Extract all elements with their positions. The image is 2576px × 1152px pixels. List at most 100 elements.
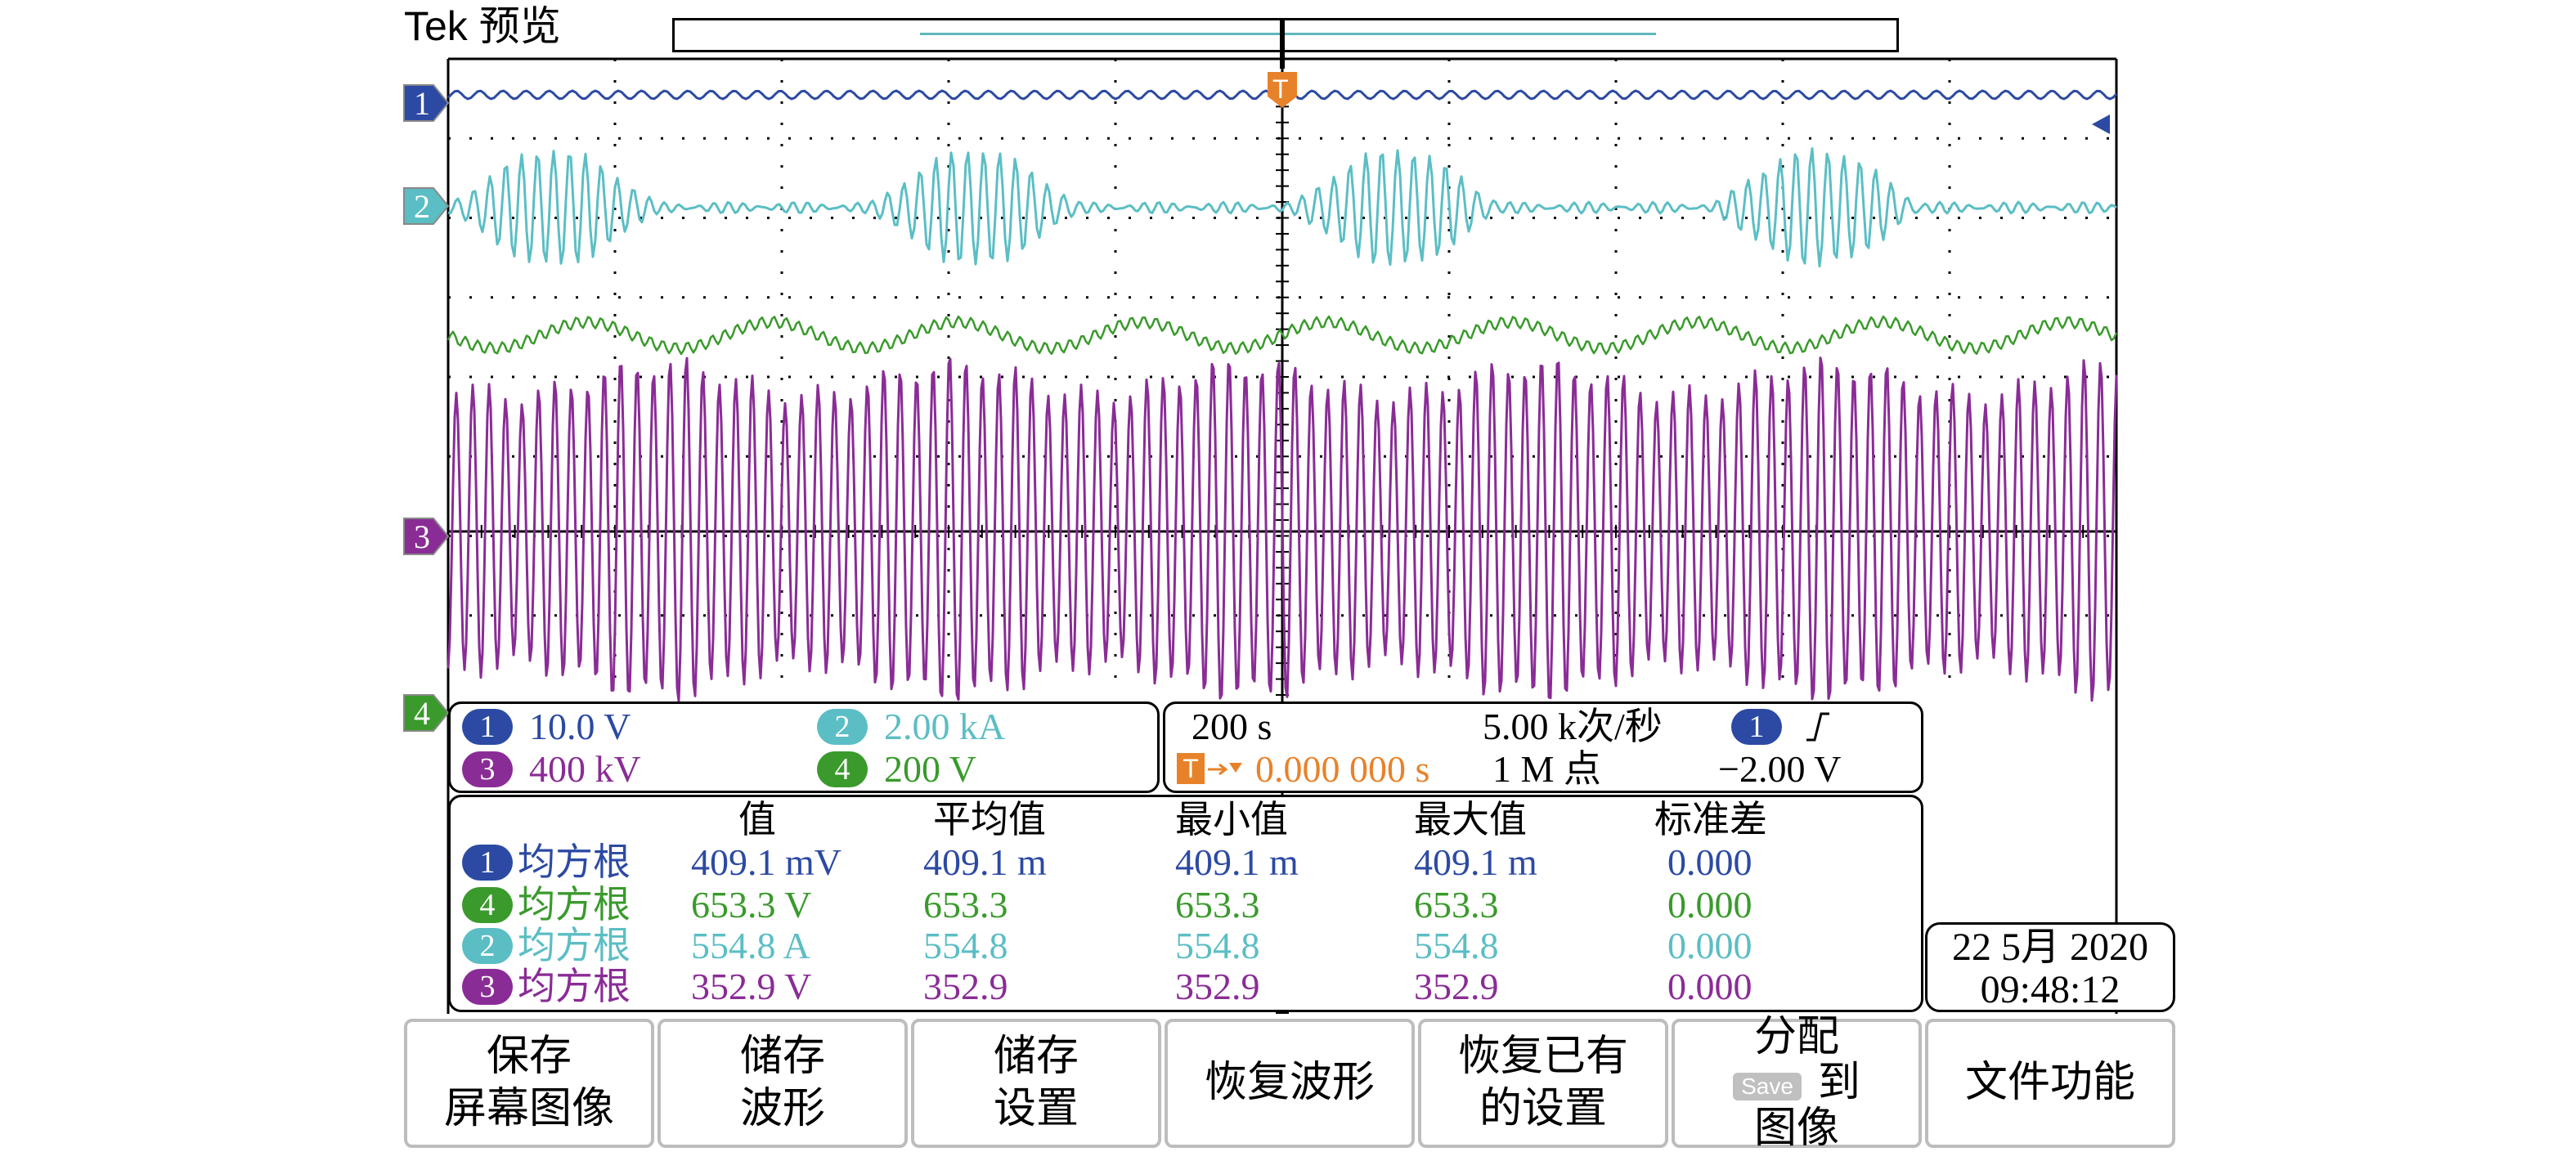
recall-waveform-button[interactable]: 恢复波形 — [1165, 1019, 1415, 1148]
rising-edge-icon — [1806, 712, 1829, 742]
meas-row-max: 409.1 m — [1414, 841, 1537, 883]
menu-label: 储存 — [993, 1033, 1079, 1080]
ch4-badge: 4 — [817, 751, 868, 787]
meas-header-max: 最大值 — [1414, 799, 1527, 840]
ch3-ground-marker-label: 3 — [414, 518, 430, 555]
meas-header-min: 最小值 — [1175, 799, 1288, 840]
meas-row-value: 352.9 V — [691, 966, 812, 1007]
timebase-trigger-panel: 200 s 5.00 k次/秒 1 T 0.000 000 s 1 M 点 −2… — [1163, 702, 1923, 793]
meas-row-type: 均方根 — [518, 966, 631, 1007]
timebase-scale[interactable]: 200 s — [1192, 706, 1272, 747]
meas-row-ch-badge: 4 — [462, 887, 513, 923]
sample-rate: 5.00 k次/秒 — [1483, 706, 1663, 747]
file-utilities-button[interactable]: 文件功能 — [1925, 1019, 2175, 1148]
ch1-ground-marker-label: 1 — [414, 85, 430, 122]
meas-row-min: 352.9 — [1175, 966, 1260, 1007]
menu-label: 波形 — [739, 1086, 825, 1132]
scope-header: Tek 预览 — [0, 0, 2576, 57]
trigger-position[interactable]: 0.000 000 s — [1255, 748, 1430, 790]
meas-row-mean: 352.9 — [923, 966, 1008, 1007]
menu-label: 分配 — [1753, 1014, 1839, 1060]
ch4-ground-marker-shape — [403, 694, 450, 732]
ch4-ground-marker-label: 4 — [414, 695, 430, 732]
meas-row-max: 653.3 — [1414, 884, 1499, 926]
menu-label: 到 — [1817, 1060, 1860, 1106]
ch1-ground-marker-shape — [403, 84, 450, 122]
ch2-badge: 2 — [817, 709, 868, 745]
meas-row-min: 653.3 — [1175, 884, 1260, 926]
arrow-right-icon — [1208, 763, 1242, 776]
trigger-level-marker — [2092, 114, 2110, 134]
meas-row-ch-badge: 3 — [462, 969, 513, 1005]
menu-label: 文件功能 — [1964, 1060, 2135, 1106]
menu-label: 的设置 — [1479, 1086, 1607, 1132]
channel-scale-panel: 1 10.0 V 2 2.00 kA 3 400 kV 4 200 V — [448, 702, 1160, 793]
ch4-ground-marker: 4 — [403, 694, 450, 732]
assign-save-button[interactable]: 分配 Save 到 图像 — [1672, 1015, 1922, 1152]
menu-label: 屏幕图像 — [443, 1086, 614, 1132]
meas-row-min: 554.8 — [1175, 925, 1260, 966]
meas-row-type: 均方根 — [518, 841, 631, 883]
save-assign-row: Save 到 — [1733, 1060, 1860, 1106]
menu-label: 保存 — [486, 1033, 572, 1080]
save-screen-image-button[interactable]: 保存 屏幕图像 — [404, 1019, 654, 1148]
meas-row-max: 352.9 — [1414, 966, 1499, 1007]
menu-label: 储存 — [739, 1033, 825, 1080]
save-setup-button[interactable]: 储存 设置 — [911, 1019, 1161, 1148]
meas-row-mean: 653.3 — [923, 884, 1008, 926]
record-length: 1 M 点 — [1492, 748, 1601, 790]
save-icon: Save — [1733, 1073, 1802, 1101]
channel-markers: 1 2 3 4 T — [403, 20, 2110, 732]
record-view-window[interactable] — [920, 33, 1656, 35]
menu-label: 设置 — [993, 1086, 1079, 1132]
measurement-panel: 值 平均值 最小值 最大值 标准差 1 均方根 409.1 mV 409.1 m… — [448, 795, 1923, 1012]
ch3-badge: 3 — [462, 751, 513, 787]
date-text: 22 5月 2020 — [1951, 926, 2148, 969]
menu-label: 恢复已有 — [1457, 1033, 1628, 1080]
ch4-scale[interactable]: 200 V — [884, 748, 976, 790]
meas-row-mean: 409.1 m — [923, 841, 1047, 883]
meas-row-ch-badge: 1 — [462, 845, 513, 881]
meas-row-value: 554.8 A — [691, 925, 810, 966]
ch2-ground-marker-shape — [403, 187, 450, 225]
ch4-waveform — [447, 315, 2118, 356]
screen-title: Tek 预览 — [404, 3, 561, 49]
trigger-source-badge: 1 — [1731, 709, 1782, 745]
trigger-flag — [1268, 72, 1297, 108]
ch1-badge: 1 — [462, 709, 513, 745]
ch2-ground-marker: 2 — [403, 187, 450, 225]
meas-row-std: 0.000 — [1667, 966, 1752, 1007]
ch3-scale[interactable]: 400 kV — [529, 748, 641, 790]
meas-row-value: 409.1 mV — [691, 841, 841, 883]
time-text: 09:48:12 — [1980, 968, 2120, 1011]
meas-row-max: 554.8 — [1414, 925, 1499, 966]
menu-label: 图像 — [1753, 1105, 1839, 1152]
ch3-waveform — [447, 356, 2118, 702]
meas-header-value: 值 — [738, 799, 776, 840]
recall-setup-button[interactable]: 恢复已有 的设置 — [1418, 1019, 1668, 1148]
meas-row-ch-badge: 2 — [462, 928, 513, 964]
meas-row-std: 0.000 — [1667, 925, 1752, 966]
ch2-ground-marker-label: 2 — [414, 188, 430, 225]
meas-row-std: 0.000 — [1667, 884, 1752, 926]
ch2-waveform — [447, 147, 2117, 268]
trigger-position-icon: T — [1177, 753, 1205, 784]
record-view-bar[interactable] — [672, 18, 1899, 52]
trigger-level[interactable]: −2.00 V — [1718, 748, 1842, 790]
meas-header-std: 标准差 — [1654, 799, 1767, 840]
meas-row-type: 均方根 — [518, 925, 631, 966]
meas-header-mean: 平均值 — [933, 799, 1046, 840]
ch1-ground-marker: 1 — [403, 84, 450, 122]
ch2-scale[interactable]: 2.00 kA — [884, 706, 1006, 747]
ch1-scale[interactable]: 10.0 V — [529, 706, 631, 747]
ch3-ground-marker-shape — [403, 518, 450, 555]
save-waveform-button[interactable]: 储存 波形 — [657, 1019, 908, 1148]
meas-row-value: 653.3 V — [691, 884, 812, 926]
meas-row-mean: 554.8 — [923, 925, 1008, 966]
meas-row-type: 均方根 — [518, 884, 631, 926]
trigger-flag-label: T — [1272, 74, 1289, 104]
meas-row-std: 0.000 — [1667, 841, 1752, 883]
trigger-point-marker: T — [1268, 20, 1297, 108]
menu-label: 恢复波形 — [1204, 1060, 1375, 1106]
datetime-display: 22 5月 2020 09:48:12 — [1925, 922, 2175, 1012]
